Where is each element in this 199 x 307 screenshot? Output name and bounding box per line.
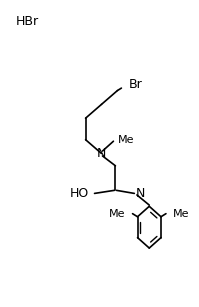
Text: HBr: HBr [16,15,39,28]
Text: Me: Me [109,209,126,219]
Text: N: N [97,147,106,160]
Text: HO: HO [69,187,89,200]
Text: Br: Br [128,78,142,91]
Text: Me: Me [173,209,189,219]
Text: Me: Me [117,135,134,145]
Text: N: N [135,187,145,200]
